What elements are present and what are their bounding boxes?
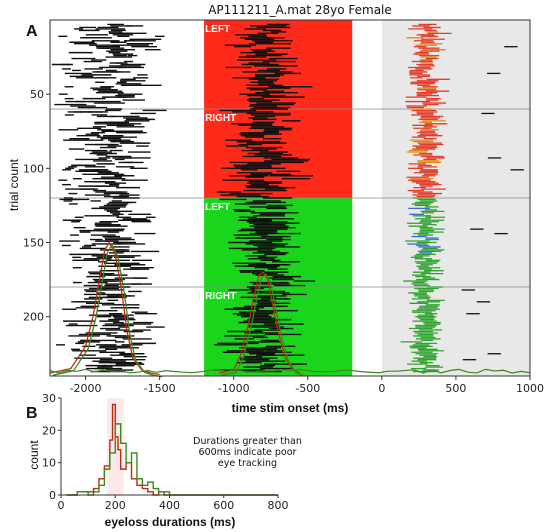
x-tick-label-a: -2000 [70, 382, 102, 395]
eyeloss-annotation: Durations greater than 600ms indicate po… [193, 436, 302, 469]
x-tick-label-a: -1000 [218, 382, 250, 395]
annotation-box: Durations greater than 600ms indicate po… [193, 436, 302, 469]
y-tick-label-a: 50 [30, 88, 44, 101]
axes-frame-a [49, 19, 531, 377]
fixation-distribution-curve [49, 241, 160, 376]
green-duration-histogram [66, 423, 278, 496]
x-tick-label-a: 1000 [516, 382, 544, 395]
panel-a-label: A [26, 23, 38, 40]
stim-distribution-curve [221, 273, 304, 376]
panel-b-label: B [26, 405, 38, 422]
x-tick-label-b: 800 [268, 499, 289, 512]
x-tick-label-b: 600 [213, 499, 234, 512]
x-tick-label-b: 200 [105, 499, 126, 512]
panel-a-plot: LEFT RIGHT LEFT RIGHT -2000 -1500 -1000 -500 0 50… [23, 19, 544, 395]
y-axis-label-a: trial count [7, 158, 21, 211]
panel-b-plot: 0 200 400 600 800 0 10 20 30 [42, 392, 289, 512]
x-tick-label-b: 400 [159, 499, 180, 512]
y-tick-label-b: 20 [42, 424, 56, 437]
y-tick-label-a: 150 [23, 237, 44, 250]
x-tick-label-a: 0 [378, 382, 385, 395]
stim-distribution-curve [218, 271, 301, 374]
fixation-distribution-curve [52, 243, 163, 378]
block-label-0: LEFT [205, 24, 230, 35]
block-label-1: RIGHT [205, 113, 236, 124]
y-tick-label-a: 200 [23, 311, 44, 324]
y-tick-label-b: 30 [42, 392, 56, 405]
baseline-curve [49, 368, 531, 374]
x-axis-label-a: time stim onset (ms) [232, 401, 349, 415]
x-axis-label-b: eyeloss durations (ms) [105, 515, 236, 529]
y-axis-label-b: count [27, 440, 41, 470]
y-tick-label-a: 100 [23, 162, 44, 175]
y-tick-label-b: 10 [42, 457, 56, 470]
x-tick-label-a: 500 [445, 382, 466, 395]
chart-title: AP111211_A.mat 28yo Female [208, 3, 392, 17]
block-label-2: LEFT [205, 202, 230, 213]
x-tick-label-a: -500 [295, 382, 320, 395]
y-tick-label-b: 0 [49, 489, 56, 502]
x-tick-label-b: 0 [58, 499, 65, 512]
block-label-3: RIGHT [205, 291, 236, 302]
x-tick-label-a: -1500 [144, 382, 176, 395]
